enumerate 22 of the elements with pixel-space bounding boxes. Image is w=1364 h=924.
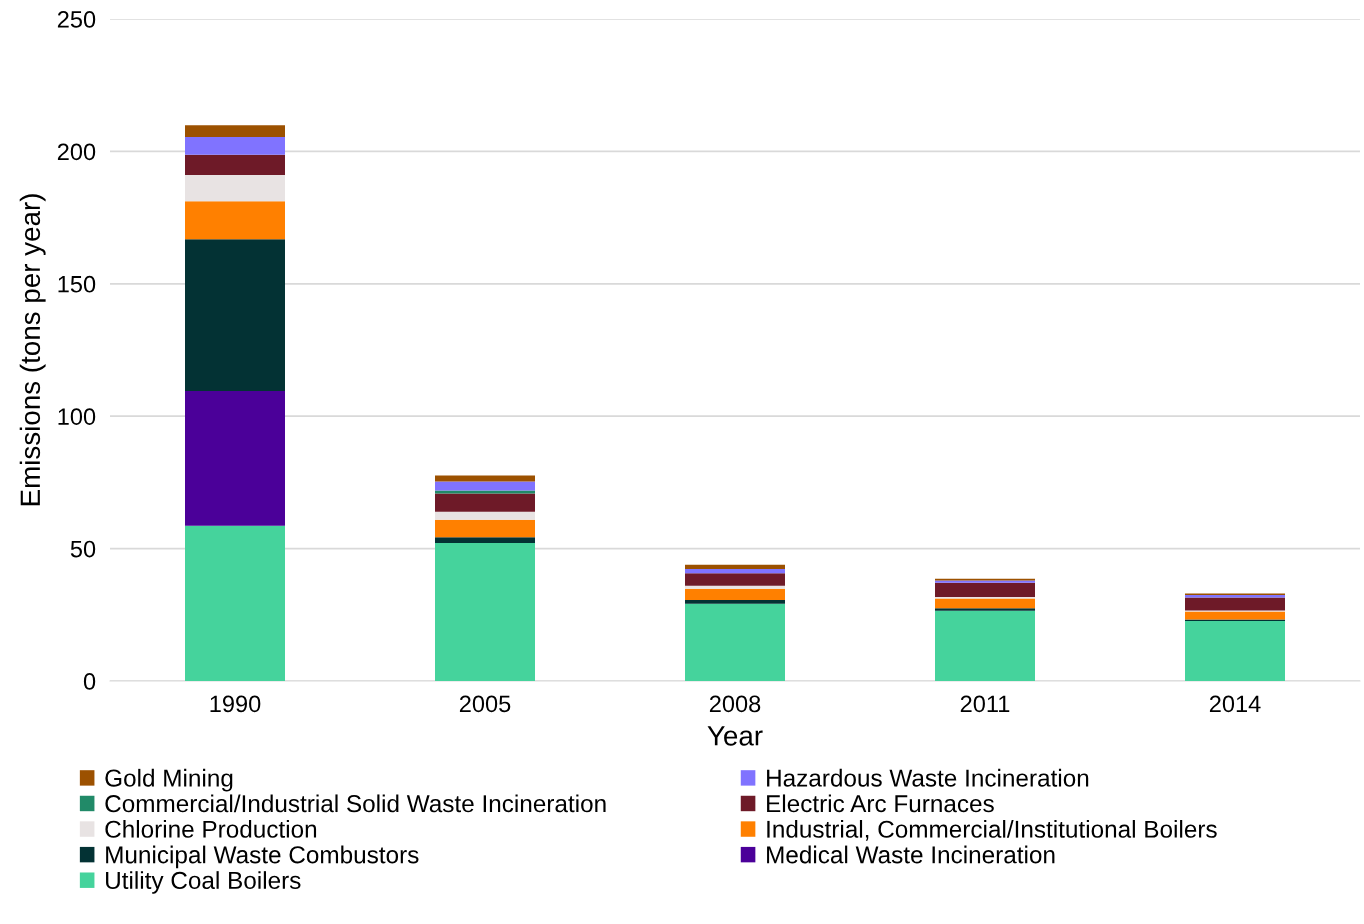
y-tick-label: 150 (58, 275, 96, 293)
x-tick-label: 2011 (960, 695, 1010, 713)
legend-label: Commercial/Industrial Solid Waste Incineration (105, 794, 606, 813)
legend-label: Utility Coal Boilers (106, 871, 301, 894)
x-tick-label: 1990 (210, 695, 261, 713)
legend-label: Medical Waste Incineration (767, 845, 1055, 864)
legend-label: Gold Mining (105, 768, 233, 792)
y-tick-label: 50 (70, 540, 96, 558)
x-tick-label: 2005 (459, 695, 511, 713)
legend-label: Hazardous Waste Incineration (767, 768, 1089, 787)
y-axis-title: Emissions (tons per year) (19, 194, 46, 506)
legend-label: Industrial, Commercial/Institutional Boilers (767, 820, 1217, 841)
y-tick-label: 250 (57, 11, 96, 28)
legend-label: Electric Arc Furnaces (767, 794, 994, 813)
x-axis-title: Year (707, 726, 763, 746)
y-tick-label: 100 (58, 408, 96, 425)
y-tick-label: 0 (83, 673, 96, 690)
legend-label: Chlorine Production (105, 820, 317, 838)
x-tick-label: 2008 (709, 695, 761, 713)
legend-label: Municipal Waste Combustors (106, 845, 419, 869)
y-tick-label: 200 (57, 143, 96, 161)
x-tick-label: 2014 (1209, 695, 1261, 713)
